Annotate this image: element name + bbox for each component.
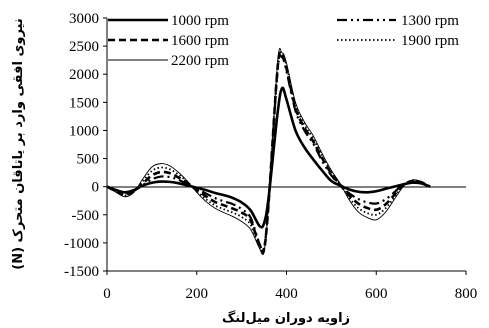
series-line-1600-rpm [106,50,431,255]
y-tick-label: 0 [92,180,100,196]
series-line-1900-rpm [106,49,431,255]
x-tick-label: 200 [186,286,209,302]
legend-label: 1000 rpm [171,13,229,29]
x-axis-title: زاویه دوران میل‌لنگ [222,310,350,326]
y-tick-label: 2500 [69,39,99,55]
y-tick-label: 1000 [69,123,99,139]
y-tick-label: 1500 [69,95,99,111]
legend-label: 1300 rpm [401,13,459,29]
x-tick-labels: 0 200 400 600 800 [103,271,477,302]
x-tick-label: 0 [103,286,111,302]
x-tick-label: 800 [455,286,478,302]
legend-label: 2200 rpm [171,53,229,69]
legend-label: 1900 rpm [401,33,459,49]
series-lines [106,48,431,256]
x-tick-label: 600 [365,286,388,302]
y-tick-label: 3000 [69,11,99,27]
series-line-1300-rpm [106,54,431,252]
y-tick-label: 2000 [69,67,99,83]
y-tick-label: -1500 [64,264,99,280]
y-tick-label: -1000 [64,236,99,252]
legend-label: 1600 rpm [171,33,229,49]
series-line-2200-rpm [106,48,431,256]
x-tick-label: 400 [275,286,298,302]
y-tick-labels: -1500 -1000 -500 0 500 1000 1500 2000 2500 3000 [64,11,107,280]
legend: 1000 rpm 1300 rpm 1600 rpm 1900 rpm 2200 rpm [108,13,459,69]
plot-area [106,18,466,272]
y-tick-label: -500 [72,208,100,224]
y-axis-title: نیروی افقی وارد بر یاتاقان متحرک (N) [11,18,26,270]
y-tick-label: 500 [77,152,100,168]
